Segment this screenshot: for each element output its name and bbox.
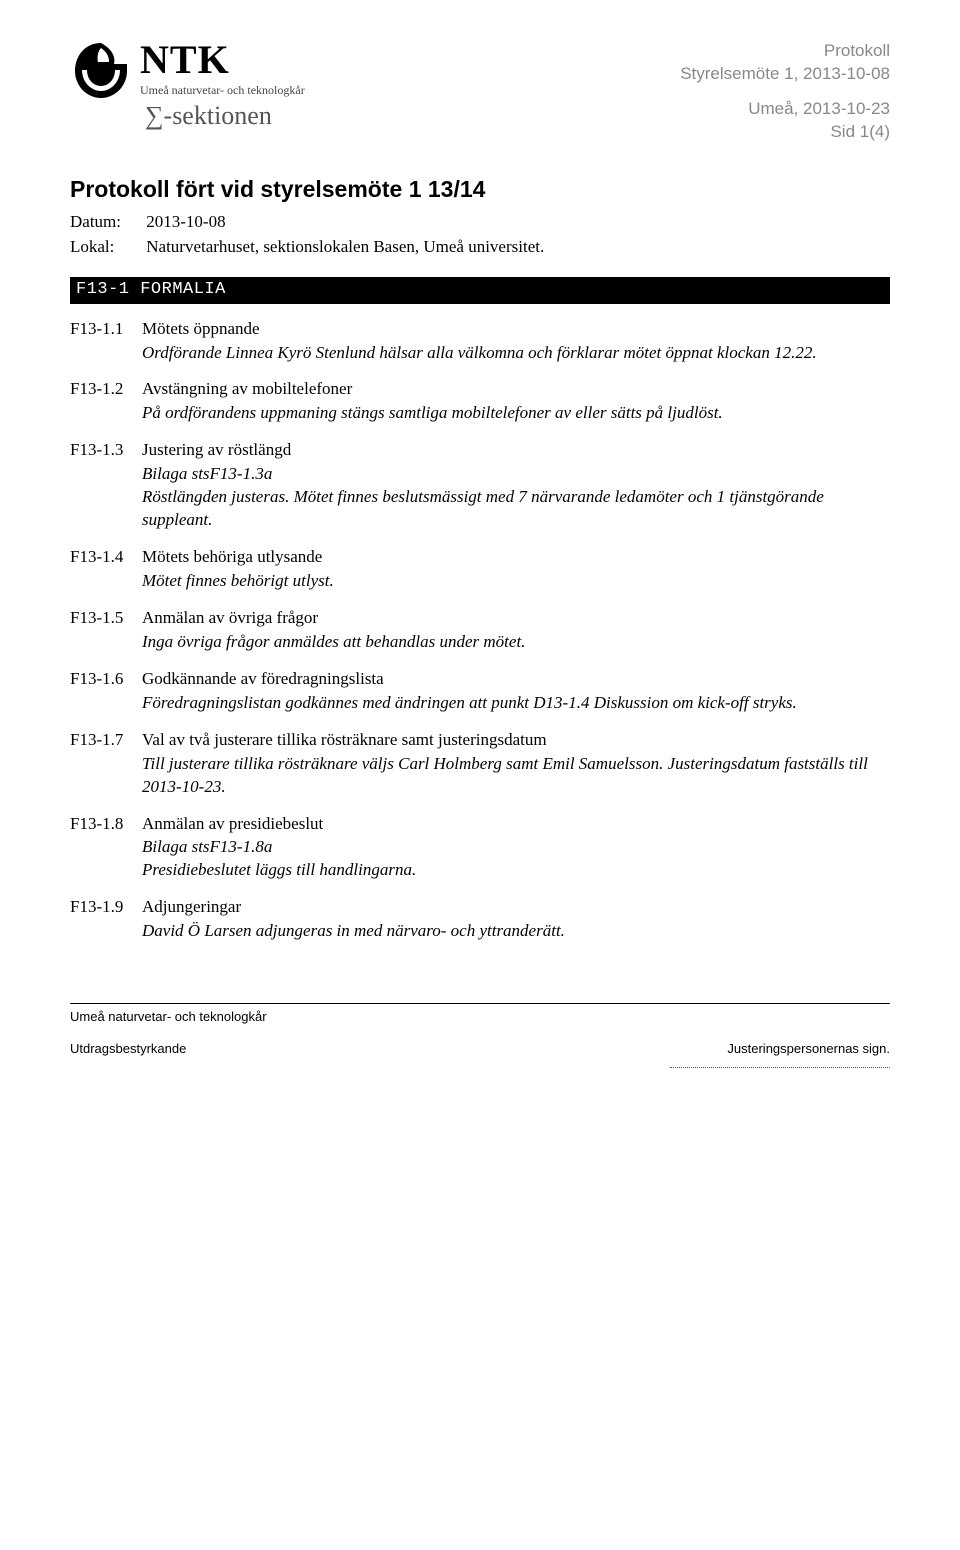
section-header-bar: F13-1 FORMALIA xyxy=(70,277,890,304)
logo-block: NTK Umeå naturvetar- och teknologkår ∑-s… xyxy=(70,40,305,133)
header-meta: Protokoll Styrelsemöte 1, 2013-10-08 Ume… xyxy=(680,40,890,144)
item-id: F13-1.5 xyxy=(70,607,142,654)
meta-date-line: Datum: 2013-10-08 xyxy=(70,211,890,234)
item-body: Godkännande av föredragningslistaFöredra… xyxy=(142,668,890,715)
document-title: Protokoll fört vid styrelsemöte 1 13/14 xyxy=(70,174,890,205)
item-id: F13-1.8 xyxy=(70,813,142,883)
item-title: Val av två justerare tillika rösträknare… xyxy=(142,729,890,752)
agenda-item: F13-1.2Avstängning av mobiltelefonerPå o… xyxy=(70,378,890,425)
place-value: Naturvetarhuset, sektionslokalen Basen, … xyxy=(146,237,544,256)
item-text: Inga övriga frågor anmäldes att behandla… xyxy=(142,631,890,654)
item-title: Anmälan av övriga frågor xyxy=(142,607,890,630)
item-title: Adjungeringar xyxy=(142,896,890,919)
logo-text-sub: Umeå naturvetar- och teknologkår xyxy=(140,82,305,98)
item-body: Mötets öppnandeOrdförande Linnea Kyrö St… xyxy=(142,318,890,365)
meta-place-date: Umeå, 2013-10-23 xyxy=(680,98,890,121)
item-id: F13-1.2 xyxy=(70,378,142,425)
item-id: F13-1.4 xyxy=(70,546,142,593)
item-title: Anmälan av presidiebeslut xyxy=(142,813,890,836)
meta-doc-type: Protokoll xyxy=(680,40,890,63)
item-id: F13-1.7 xyxy=(70,729,142,799)
place-label: Lokal: xyxy=(70,236,142,259)
meta-meeting: Styrelsemöte 1, 2013-10-08 xyxy=(680,63,890,86)
item-body: Anmälan av presidiebeslutBilaga stsF13-1… xyxy=(142,813,890,883)
item-text: Ordförande Linnea Kyrö Stenlund hälsar a… xyxy=(142,342,890,365)
item-title: Avstängning av mobiltelefoner xyxy=(142,378,890,401)
item-text: Till justerare tillika rösträknare väljs… xyxy=(142,753,890,799)
item-id: F13-1.3 xyxy=(70,439,142,532)
item-title: Godkännande av föredragningslista xyxy=(142,668,890,691)
footer-org: Umeå naturvetar- och teknologkår xyxy=(70,1008,890,1026)
agenda-item: F13-1.6Godkännande av föredragningslista… xyxy=(70,668,890,715)
agenda-item: F13-1.9AdjungeringarDavid Ö Larsen adjun… xyxy=(70,896,890,943)
agenda-item: F13-1.1Mötets öppnandeOrdförande Linnea … xyxy=(70,318,890,365)
item-text: Bilaga stsF13-1.3a Röstlängden justeras.… xyxy=(142,463,890,532)
agenda-item: F13-1.3Justering av röstlängdBilaga stsF… xyxy=(70,439,890,532)
item-id: F13-1.6 xyxy=(70,668,142,715)
section-name: ∑-sektionen xyxy=(145,98,305,133)
logo-text-main: NTK xyxy=(140,40,305,80)
document-header: NTK Umeå naturvetar- och teknologkår ∑-s… xyxy=(70,40,890,144)
item-title: Mötets öppnande xyxy=(142,318,890,341)
agenda-item: F13-1.4Mötets behöriga utlysandeMötet fi… xyxy=(70,546,890,593)
page-footer: Umeå naturvetar- och teknologkår Utdrags… xyxy=(70,1003,890,1068)
date-value: 2013-10-08 xyxy=(146,212,225,231)
item-id: F13-1.9 xyxy=(70,896,142,943)
agenda-item: F13-1.5Anmälan av övriga frågorInga övri… xyxy=(70,607,890,654)
meta-page: Sid 1(4) xyxy=(680,121,890,144)
item-text: David Ö Larsen adjungeras in med närvaro… xyxy=(142,920,890,943)
item-body: Mötets behöriga utlysandeMötet finnes be… xyxy=(142,546,890,593)
item-body: AdjungeringarDavid Ö Larsen adjungeras i… xyxy=(142,896,890,943)
item-text: Föredragningslistan godkännes med ändrin… xyxy=(142,692,890,715)
item-body: Anmälan av övriga frågorInga övriga fråg… xyxy=(142,607,890,654)
item-body: Val av två justerare tillika rösträknare… xyxy=(142,729,890,799)
signature-line xyxy=(670,1067,890,1068)
agenda-item: F13-1.8Anmälan av presidiebeslutBilaga s… xyxy=(70,813,890,883)
footer-right: Justeringspersonernas sign. xyxy=(727,1040,890,1058)
item-body: Justering av röstlängdBilaga stsF13-1.3a… xyxy=(142,439,890,532)
item-text: Mötet finnes behörigt utlyst. xyxy=(142,570,890,593)
item-body: Avstängning av mobiltelefonerPå ordföran… xyxy=(142,378,890,425)
item-id: F13-1.1 xyxy=(70,318,142,365)
agenda-item: F13-1.7Val av två justerare tillika röst… xyxy=(70,729,890,799)
item-title: Justering av röstlängd xyxy=(142,439,890,462)
date-label: Datum: xyxy=(70,211,142,234)
item-title: Mötets behöriga utlysande xyxy=(142,546,890,569)
leaf-logo-icon xyxy=(70,40,132,102)
footer-left: Utdragsbestyrkande xyxy=(70,1040,186,1058)
agenda-items: F13-1.1Mötets öppnandeOrdförande Linnea … xyxy=(70,318,890,944)
item-text: Bilaga stsF13-1.8a Presidiebeslutet lägg… xyxy=(142,836,890,882)
item-text: På ordförandens uppmaning stängs samtlig… xyxy=(142,402,890,425)
meta-place-line: Lokal: Naturvetarhuset, sektionslokalen … xyxy=(70,236,890,259)
